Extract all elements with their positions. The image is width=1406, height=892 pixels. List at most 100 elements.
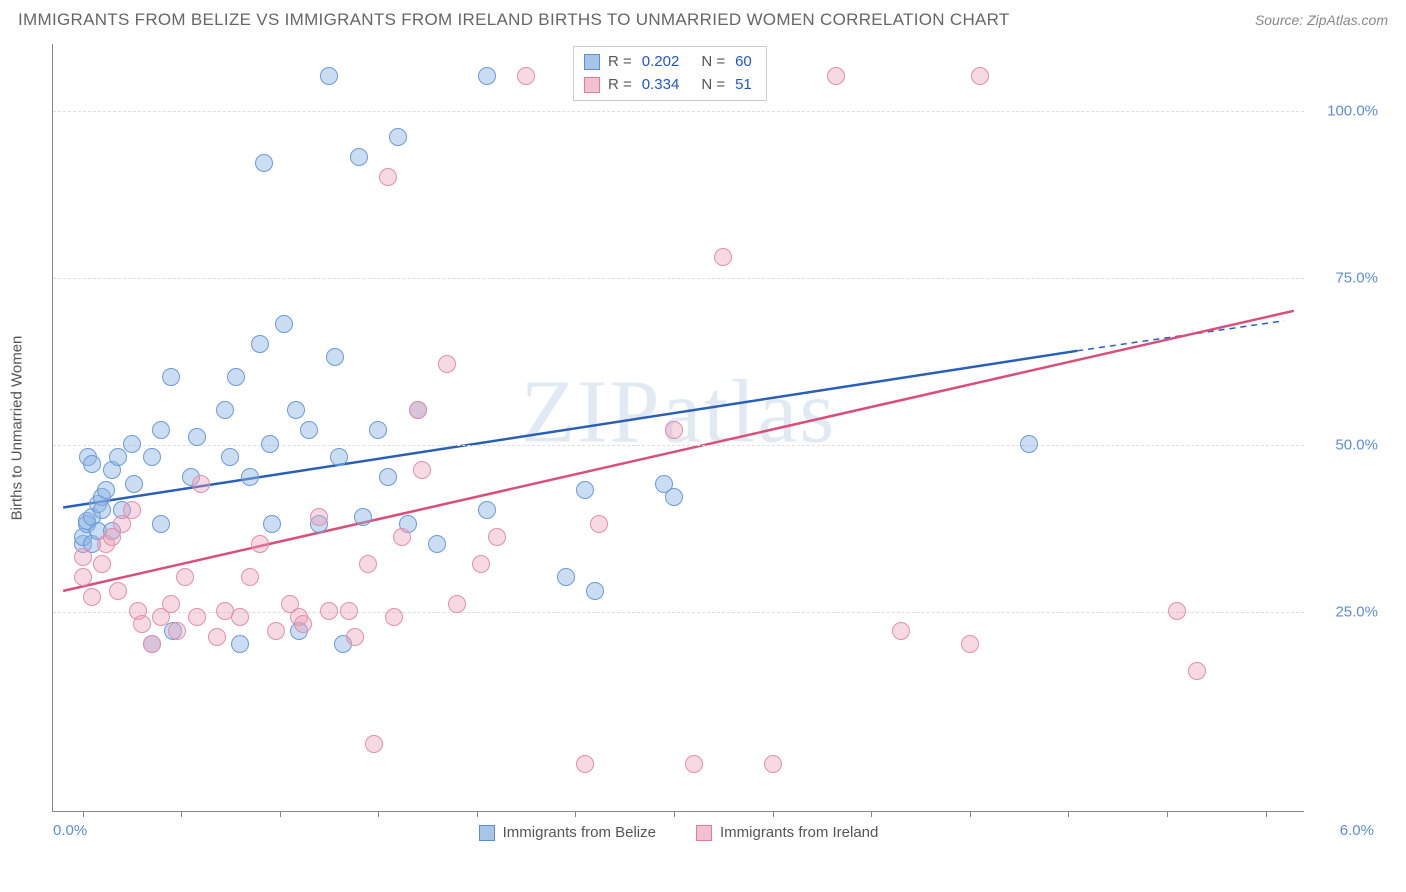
data-point (83, 455, 101, 473)
x-tick (970, 811, 971, 817)
n-value: 51 (735, 74, 752, 97)
data-point (310, 508, 328, 526)
data-point (320, 67, 338, 85)
data-point (389, 128, 407, 146)
data-point (365, 735, 383, 753)
x-tick (1167, 811, 1168, 817)
x-tick (378, 811, 379, 817)
data-point (472, 555, 490, 573)
x-tick (871, 811, 872, 817)
data-point (685, 755, 703, 773)
data-point (576, 481, 594, 499)
source-attribution: Source: ZipAtlas.com (1255, 12, 1388, 28)
data-point (261, 435, 279, 453)
data-point (74, 548, 92, 566)
n-value: 60 (735, 51, 752, 74)
data-point (109, 448, 127, 466)
plot-area: ZIPatlas Births to Unmarried Women R =0.… (52, 44, 1304, 812)
data-point (961, 635, 979, 653)
data-point (168, 622, 186, 640)
data-point (208, 628, 226, 646)
data-point (586, 582, 604, 600)
n-label: N = (701, 74, 725, 97)
data-point (123, 435, 141, 453)
data-point (97, 481, 115, 499)
data-point (152, 421, 170, 439)
series-legend: Immigrants from Belize Immigrants from Ir… (53, 824, 1304, 841)
data-point (438, 355, 456, 373)
data-point (517, 67, 535, 85)
x-tick (280, 811, 281, 817)
legend-label: Immigrants from Belize (503, 824, 656, 841)
data-point (764, 755, 782, 773)
data-point (665, 421, 683, 439)
gridline (53, 278, 1304, 279)
legend-swatch (696, 825, 712, 841)
data-point (971, 67, 989, 85)
x-tick (83, 811, 84, 817)
n-label: N = (701, 51, 725, 74)
data-point (251, 535, 269, 553)
data-point (330, 448, 348, 466)
legend-item: Immigrants from Belize (479, 824, 656, 841)
data-point (287, 401, 305, 419)
data-point (93, 555, 111, 573)
x-tick (575, 811, 576, 817)
data-point (294, 615, 312, 633)
watermark: ZIPatlas (521, 361, 837, 464)
data-point (83, 588, 101, 606)
chart-container: ZIPatlas Births to Unmarried Women R =0.… (52, 44, 1384, 832)
data-point (188, 608, 206, 626)
data-point (109, 582, 127, 600)
data-point (379, 468, 397, 486)
data-point (241, 468, 259, 486)
data-point (576, 755, 594, 773)
y-tick-label: 75.0% (1310, 269, 1378, 286)
data-point (162, 368, 180, 386)
data-point (152, 515, 170, 533)
r-label: R = (608, 74, 632, 97)
data-point (590, 515, 608, 533)
chart-header: IMMIGRANTS FROM BELIZE VS IMMIGRANTS FRO… (0, 0, 1406, 39)
x-tick (1266, 811, 1267, 817)
data-point (369, 421, 387, 439)
chart-title: IMMIGRANTS FROM BELIZE VS IMMIGRANTS FRO… (18, 10, 1010, 30)
gridline (53, 445, 1304, 446)
data-point (221, 448, 239, 466)
legend-item: Immigrants from Ireland (696, 824, 878, 841)
data-point (346, 628, 364, 646)
data-point (393, 528, 411, 546)
data-point (488, 528, 506, 546)
data-point (176, 568, 194, 586)
data-point (143, 635, 161, 653)
data-point (714, 248, 732, 266)
x-tick (674, 811, 675, 817)
y-tick-label: 25.0% (1310, 603, 1378, 620)
legend-swatch (479, 825, 495, 841)
data-point (133, 615, 151, 633)
data-point (350, 148, 368, 166)
x-tick (773, 811, 774, 817)
data-point (1168, 602, 1186, 620)
x-tick-label: 0.0% (53, 822, 87, 839)
data-point (385, 608, 403, 626)
data-point (162, 595, 180, 613)
data-point (413, 461, 431, 479)
x-tick (477, 811, 478, 817)
data-point (192, 475, 210, 493)
data-point (251, 335, 269, 353)
legend-swatch (584, 54, 600, 70)
data-point (478, 501, 496, 519)
legend-swatch (584, 77, 600, 93)
legend-label: Immigrants from Ireland (720, 824, 878, 841)
data-point (188, 428, 206, 446)
data-point (263, 515, 281, 533)
r-value: 0.202 (642, 51, 680, 74)
data-point (227, 368, 245, 386)
legend-row: R =0.202N =60 (584, 51, 756, 74)
x-tick-label: 6.0% (1340, 822, 1374, 839)
data-point (125, 475, 143, 493)
data-point (231, 608, 249, 626)
y-tick-label: 100.0% (1310, 102, 1378, 119)
data-point (241, 568, 259, 586)
